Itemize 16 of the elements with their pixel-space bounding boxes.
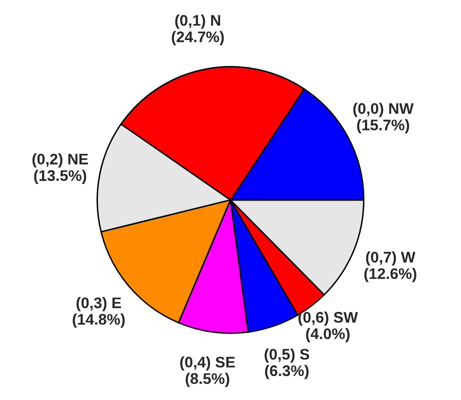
data-label: (4.0%) [306,328,350,342]
data-label: (14.8%) [72,314,125,328]
data-label: (15.7%) [357,119,410,134]
data-label: (8.5%) [186,372,230,388]
slice-label: (0,3) E [76,297,122,312]
slice-label: (0,2) NE [32,153,88,168]
slice-label: (0,7) W [366,251,416,266]
data-label: (6.3%) [265,364,309,380]
data-label: (24.7%) [172,31,224,46]
data-label: (12.6%) [364,268,416,282]
slice-label: (0,5) S [264,348,310,363]
slice-label: (0,6) SW [298,312,358,326]
slice-label: (0,1) N [175,14,220,29]
data-label: (13.5%) [34,170,86,184]
slice-label: (0,4) SE [180,356,235,371]
slice-label: (0,0) NW [353,102,414,117]
